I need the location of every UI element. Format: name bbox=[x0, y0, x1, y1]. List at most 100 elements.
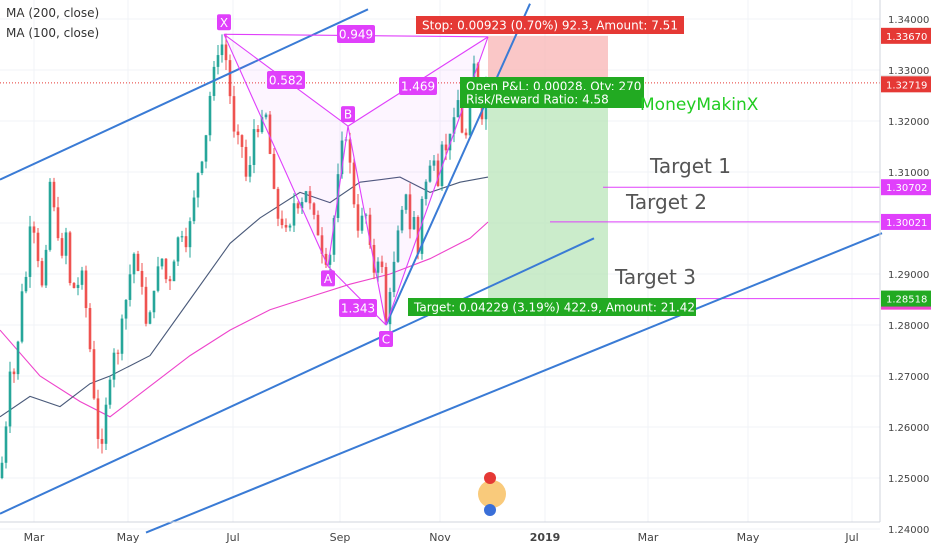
candle-body bbox=[220, 44, 224, 56]
trend-line-1 bbox=[0, 8, 369, 181]
pattern-ratio-2-bg bbox=[337, 25, 375, 43]
ma200-line bbox=[0, 221, 489, 418]
target-label-text: Target: 0.04229 (3.19%) 422.9, Amount: 2… bbox=[413, 301, 695, 315]
candle-body bbox=[48, 181, 52, 250]
candle-body bbox=[432, 160, 436, 166]
candle-body bbox=[232, 96, 236, 132]
pattern-leg-BC bbox=[347, 125, 387, 326]
candle-body bbox=[116, 352, 120, 354]
candle-body bbox=[36, 232, 40, 262]
pattern-ratio-4-text: 1.343 bbox=[341, 302, 375, 316]
candle-body bbox=[348, 139, 352, 163]
candle-body bbox=[228, 60, 232, 97]
candle-body bbox=[436, 160, 440, 186]
time-tick-label: 2019 bbox=[530, 531, 561, 544]
candle-body bbox=[468, 102, 472, 136]
trend-line-4 bbox=[385, 3, 531, 326]
price-tick-label: 1.27000 bbox=[888, 372, 929, 383]
candle-body bbox=[388, 292, 392, 325]
candle-body bbox=[412, 217, 416, 230]
target-3-label: Target 3 bbox=[614, 265, 696, 289]
candle-body bbox=[476, 63, 480, 88]
candle-body bbox=[316, 214, 320, 236]
candle-body bbox=[284, 225, 288, 228]
candle-body bbox=[92, 349, 96, 399]
target-price-badge-2-bg bbox=[881, 213, 931, 230]
target-2-label: Target 2 bbox=[625, 190, 707, 214]
candle-body bbox=[368, 214, 372, 245]
candle-body bbox=[136, 253, 140, 271]
logo-ring bbox=[478, 480, 506, 508]
candle-body bbox=[272, 153, 276, 189]
candle-body bbox=[28, 226, 32, 277]
pattern-point-C: C bbox=[379, 331, 393, 347]
candle-body bbox=[80, 270, 84, 285]
candle-body bbox=[12, 371, 16, 375]
target-price-badge-2-text: 1.30021 bbox=[886, 218, 927, 229]
stop-loss-zone bbox=[488, 35, 608, 83]
pattern-point-label: A bbox=[324, 272, 333, 286]
candle-body bbox=[60, 238, 64, 256]
pattern-ratio-1-text: 0.582 bbox=[269, 74, 303, 88]
candle-body bbox=[340, 140, 344, 175]
harmonic-pattern: X A B C 0.582 0.949 1.469 1.343 bbox=[217, 14, 489, 347]
target-price-badge-1: 1.30702 bbox=[881, 179, 931, 196]
candle-body bbox=[148, 312, 152, 324]
brand-watermark: MoneyMakinX bbox=[640, 95, 759, 115]
price-tick-label: 1.29000 bbox=[888, 270, 929, 281]
pattern-point-label: C bbox=[382, 333, 390, 347]
pattern-ratio-2: 0.949 bbox=[337, 25, 375, 43]
candle-body bbox=[24, 276, 28, 292]
take-profit-zone bbox=[488, 82, 608, 299]
pattern-fill-bcd bbox=[348, 36, 488, 325]
candle-body bbox=[424, 181, 428, 199]
time-tick-label: Jul bbox=[225, 531, 239, 544]
candle-body bbox=[332, 217, 336, 255]
price-badge-3: 1.32719 bbox=[881, 76, 931, 93]
time-tick-label: Mar bbox=[24, 531, 45, 544]
candle-body bbox=[252, 129, 256, 165]
candle-body bbox=[300, 201, 304, 209]
pattern-leg-AB bbox=[327, 126, 349, 267]
trend-line-2 bbox=[0, 237, 595, 515]
candle-body bbox=[64, 232, 68, 256]
candle-body bbox=[384, 267, 388, 325]
candle-body bbox=[216, 55, 220, 67]
candle-body bbox=[312, 203, 316, 215]
candle-body bbox=[456, 100, 460, 118]
candle-body bbox=[32, 226, 36, 233]
time-tick-label: Mar bbox=[638, 531, 659, 544]
candle-body bbox=[156, 266, 160, 291]
pattern-point-B: B bbox=[341, 106, 355, 123]
candle-body bbox=[408, 194, 412, 230]
candle-body bbox=[184, 236, 188, 248]
candle-body bbox=[352, 162, 356, 205]
candle-body bbox=[280, 218, 284, 226]
price-tick-label: 1.34000 bbox=[888, 15, 929, 26]
price-badge-1: 1.33670 bbox=[881, 27, 931, 44]
time-tick-label: Nov bbox=[429, 531, 451, 544]
pattern-ratio-2-text: 0.949 bbox=[339, 28, 373, 42]
candle-body bbox=[260, 117, 264, 133]
candle-body bbox=[328, 254, 332, 265]
candle-body bbox=[276, 188, 280, 219]
candle-body bbox=[320, 235, 324, 254]
candle-body bbox=[200, 161, 204, 174]
pattern-point-label: B bbox=[344, 108, 352, 122]
ma100-legend[interactable]: MA (100, close) bbox=[6, 26, 100, 40]
candle-body bbox=[264, 114, 268, 118]
ma200-legend[interactable]: MA (200, close) bbox=[6, 6, 100, 20]
candle-body bbox=[112, 352, 116, 380]
candle-body bbox=[68, 232, 72, 284]
candle-body bbox=[188, 221, 192, 248]
price-tick-label: 1.26000 bbox=[888, 423, 929, 434]
candle-body bbox=[288, 225, 292, 228]
candle-body bbox=[192, 197, 196, 222]
risk-reward-label-text: Risk/Reward Ratio: 4.58 bbox=[466, 93, 609, 107]
candle-body bbox=[140, 270, 144, 287]
target-label: Target: 0.04229 (3.19%) 422.9, Amount: 2… bbox=[408, 298, 696, 316]
candle-body bbox=[72, 283, 76, 288]
candle-body bbox=[168, 279, 172, 282]
